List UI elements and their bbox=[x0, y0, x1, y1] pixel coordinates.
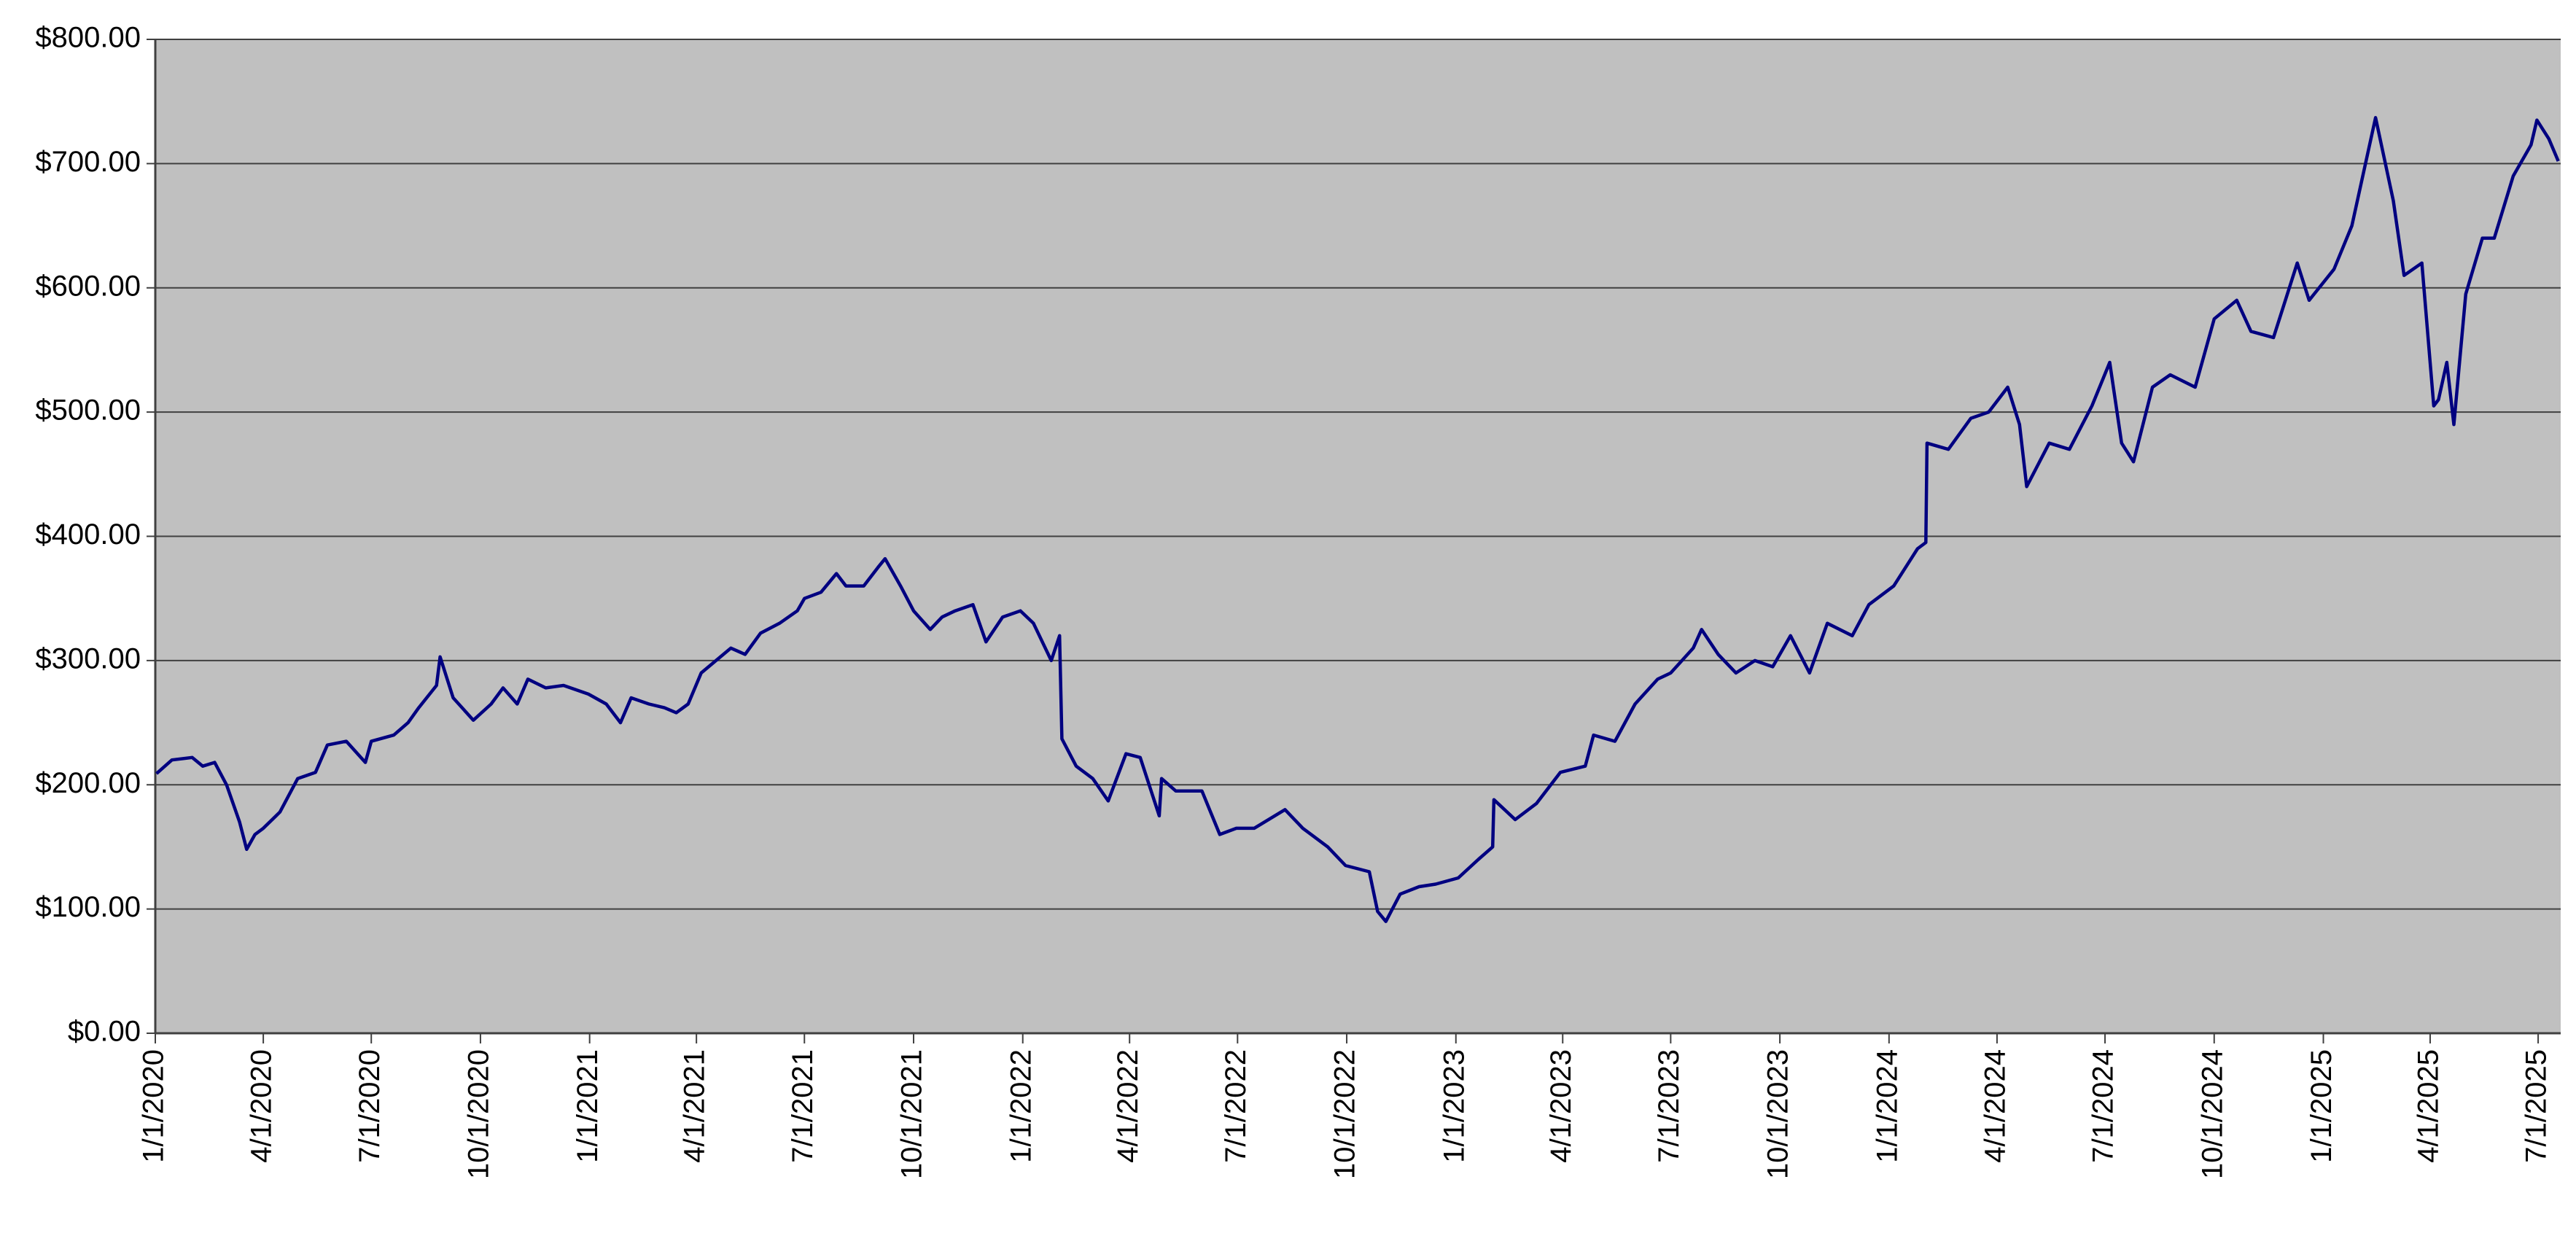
x-tick-label: 1/1/2022 bbox=[1005, 1049, 1037, 1163]
y-tick-label: $700.00 bbox=[35, 146, 141, 178]
x-tick-label: 7/1/2025 bbox=[2521, 1049, 2553, 1163]
x-tick-label: 4/1/2025 bbox=[2413, 1049, 2445, 1163]
y-tick-label: $100.00 bbox=[35, 891, 141, 923]
x-tick-label: 10/1/2024 bbox=[2196, 1049, 2228, 1179]
x-tick-label: 1/1/2020 bbox=[138, 1049, 170, 1163]
y-tick-label: $600.00 bbox=[35, 270, 141, 302]
y-tick-label: $400.00 bbox=[35, 518, 141, 551]
x-tick-label: 4/1/2023 bbox=[1545, 1049, 1577, 1163]
y-tick-label: $800.00 bbox=[35, 22, 141, 54]
x-tick-label: 1/1/2023 bbox=[1438, 1049, 1470, 1163]
x-tick-label: 4/1/2024 bbox=[1979, 1049, 2011, 1163]
x-tick-label: 4/1/2020 bbox=[246, 1049, 278, 1163]
y-tick-label: $500.00 bbox=[35, 394, 141, 427]
x-tick-label: 1/1/2021 bbox=[572, 1049, 604, 1163]
x-tick-label: 1/1/2025 bbox=[2305, 1049, 2338, 1163]
x-tick-label: 1/1/2024 bbox=[1871, 1049, 1903, 1163]
x-tick-label: 10/1/2020 bbox=[463, 1049, 495, 1179]
x-tick-label: 10/1/2023 bbox=[1762, 1049, 1794, 1179]
x-tick-label: 7/1/2020 bbox=[354, 1049, 386, 1163]
x-tick-label: 4/1/2022 bbox=[1112, 1049, 1144, 1163]
y-tick-label: $0.00 bbox=[68, 1016, 141, 1048]
y-tick-label: $200.00 bbox=[35, 767, 141, 799]
x-tick-label: 7/1/2021 bbox=[787, 1049, 819, 1163]
x-tick-label: 7/1/2024 bbox=[2087, 1049, 2120, 1163]
y-tick-label: $300.00 bbox=[35, 642, 141, 674]
x-tick-label: 10/1/2022 bbox=[1329, 1049, 1361, 1179]
x-tick-label: 7/1/2022 bbox=[1220, 1049, 1252, 1163]
x-tick-label: 10/1/2021 bbox=[896, 1049, 928, 1179]
x-tick-label: 7/1/2023 bbox=[1653, 1049, 1685, 1163]
price-line bbox=[155, 116, 2560, 923]
x-tick-label: 4/1/2021 bbox=[679, 1049, 711, 1163]
